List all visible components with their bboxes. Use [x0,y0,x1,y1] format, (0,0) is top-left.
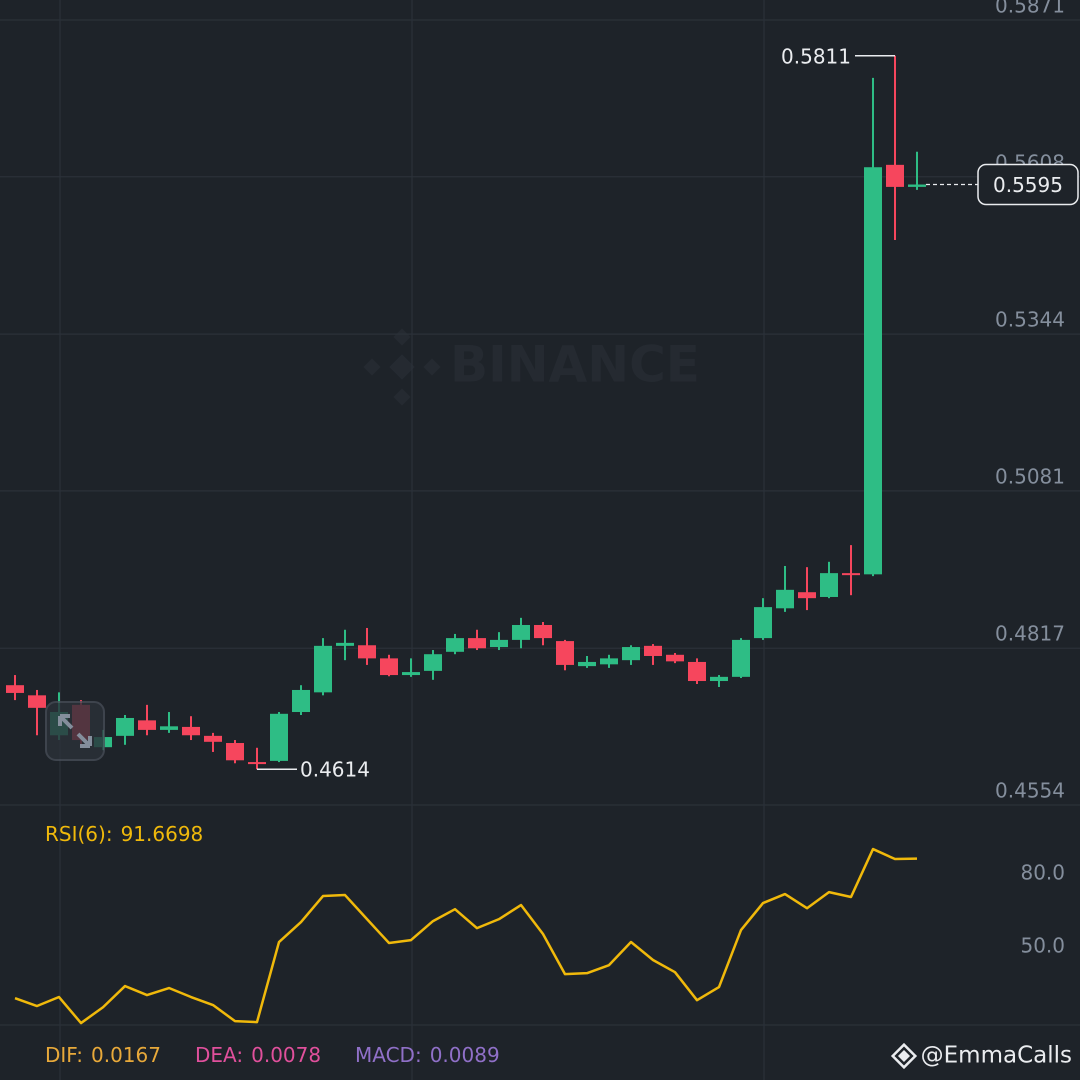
candle-body [512,624,530,640]
candle-body [622,647,640,661]
credit-text: @EmmaCalls [921,1043,1072,1069]
candle-body [226,743,244,761]
candle-body [336,642,354,646]
candle-body [402,672,420,676]
macd-name: MACD: [355,1043,422,1067]
candle-body [754,607,772,639]
candle-body [666,654,684,662]
candle-body [732,639,750,677]
candle-body [776,589,794,609]
candle-body [886,164,904,187]
macd-legend-item: DEA: 0.0078 [195,1043,321,1067]
candle-body [578,661,596,667]
candle-body [600,658,618,665]
macd-value: 0.0089 [430,1043,500,1067]
candle-body [820,573,838,597]
candle-body [842,573,860,576]
rsi-legend: RSI(6): 91.6698 [45,822,203,846]
rsi-name: RSI(6): [45,822,113,846]
low-label: 0.4614 [300,758,370,782]
candle-body [116,717,134,736]
candle-body [292,689,310,713]
macd-name: DIF: [45,1043,83,1067]
macd-legend-item: MACD: 0.0089 [355,1043,500,1067]
candle-body [644,645,662,656]
candle-body [424,654,442,671]
candle-body [798,592,816,599]
watermark-text: BINANCE [450,336,700,394]
expand-button[interactable] [45,701,105,761]
rsi-value: 91.6698 [121,822,204,846]
y-tick-label: 0.5871 [995,0,1065,18]
candle-body [138,720,156,730]
candle-body [182,726,200,736]
candle-body [314,645,332,693]
candle-body [490,639,508,648]
price-panel: 0.58710.56080.53440.50810.48170.45540.58… [0,0,1080,806]
candle-body [688,661,706,682]
macd-legend-item: DIF: 0.0167 [45,1043,161,1067]
rsi-panel: 80.0 50.0 [14,847,1065,1025]
last-price-label: 0.5595 [993,173,1063,197]
candle-body [710,676,728,682]
macd-value: 0.0078 [251,1043,321,1067]
candle-body [204,735,222,742]
candle-body [358,645,376,659]
candle-body [446,638,464,652]
y-tick-label: 0.4554 [995,779,1065,803]
candle-body [556,641,574,665]
candle-body [908,184,926,187]
last-price-box [977,163,1079,206]
candle-body [160,726,178,730]
y-tick-label: 0.4817 [995,622,1065,646]
candle-body [534,624,552,639]
y-tick-label: 80.0 [1020,861,1065,885]
rsi-line [14,847,918,1025]
candle-body [248,762,266,765]
macd-value: 0.0167 [91,1043,161,1067]
macd-name: DEA: [195,1043,243,1067]
candle-body [28,695,46,708]
candle-body [468,638,486,649]
y-tick-label: 0.5344 [995,308,1065,332]
y-tick-label: 50.0 [1020,934,1065,958]
y-tick-label: 0.5081 [995,464,1065,488]
candle-body [864,167,882,575]
candle-body [270,713,288,761]
macd-legend: DIF: 0.0167 DEA: 0.0078 MACD: 0.0089 [45,1043,500,1067]
candle-body [380,658,398,676]
high-label: 0.5811 [781,44,851,68]
credit: @EmmaCalls [890,1043,1072,1070]
candle-body [6,685,24,693]
